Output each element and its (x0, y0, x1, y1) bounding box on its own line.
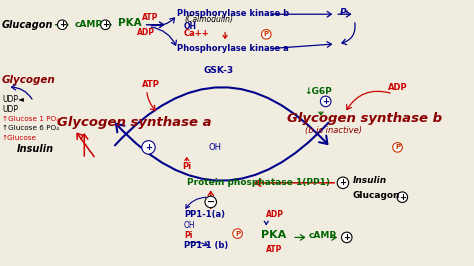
Text: (b is inactive): (b is inactive) (305, 126, 362, 135)
Text: PP1-1 (b): PP1-1 (b) (184, 240, 228, 250)
Text: OH: OH (184, 22, 197, 31)
Text: Pi: Pi (182, 162, 191, 171)
Text: PKA: PKA (261, 231, 286, 240)
Text: ATP: ATP (142, 13, 158, 22)
Text: ADP: ADP (266, 210, 284, 219)
Text: Glucagon: Glucagon (2, 20, 54, 30)
Text: +: + (339, 178, 346, 187)
Circle shape (205, 196, 217, 208)
Circle shape (393, 143, 402, 152)
Text: P: P (395, 144, 400, 150)
Text: UDP: UDP (2, 105, 18, 114)
Text: PP1-1(a): PP1-1(a) (184, 210, 225, 219)
Text: +: + (102, 20, 109, 29)
Text: ↑Glucose 6 PO₄: ↑Glucose 6 PO₄ (2, 125, 59, 131)
Text: +: + (145, 143, 152, 152)
Text: P: P (340, 8, 346, 17)
Text: P: P (235, 231, 240, 236)
Text: P: P (264, 31, 269, 37)
Text: Pi: Pi (184, 231, 192, 240)
Text: Glycogen: Glycogen (2, 75, 55, 85)
Text: +: + (399, 193, 406, 202)
Text: i: i (346, 10, 348, 16)
Circle shape (233, 229, 242, 238)
Text: Insulin: Insulin (353, 176, 387, 185)
Text: Phosphorylase kinase b: Phosphorylase kinase b (177, 9, 289, 18)
Text: ↓G6P: ↓G6P (305, 87, 332, 96)
Circle shape (341, 232, 352, 243)
Text: PKA: PKA (118, 18, 141, 28)
Circle shape (337, 177, 349, 189)
Circle shape (100, 20, 110, 30)
Text: Ca++: Ca++ (184, 29, 210, 38)
Text: Phosphorylase kinase a: Phosphorylase kinase a (177, 44, 289, 53)
Text: Glucagon: Glucagon (353, 191, 400, 200)
Text: −: − (207, 197, 215, 207)
Text: +: + (322, 97, 329, 106)
Circle shape (142, 141, 155, 154)
Text: ADP: ADP (388, 82, 408, 92)
Text: Insulin: Insulin (17, 144, 55, 154)
Text: +: + (59, 20, 66, 29)
Circle shape (320, 96, 331, 107)
Text: ATP: ATP (266, 245, 283, 254)
Text: cAMP: cAMP (309, 231, 337, 240)
Text: ATP: ATP (142, 80, 160, 89)
Circle shape (57, 20, 67, 30)
Text: (Calmodulin): (Calmodulin) (184, 15, 233, 24)
Text: ↑Glucose: ↑Glucose (2, 135, 37, 141)
Text: Glycogen synthase b: Glycogen synthase b (287, 112, 443, 125)
Text: GSK-3: GSK-3 (203, 66, 233, 75)
Circle shape (397, 192, 408, 202)
Text: UDP◄: UDP◄ (2, 95, 24, 104)
Text: ADP: ADP (137, 28, 155, 37)
Text: OH: OH (209, 143, 222, 152)
Text: Protein phosphatase 1(PP1): Protein phosphatase 1(PP1) (187, 178, 330, 187)
Text: cAMP: cAMP (75, 20, 103, 29)
Text: Glycogen synthase a: Glycogen synthase a (57, 116, 212, 129)
Circle shape (262, 30, 271, 39)
Text: OH: OH (184, 221, 196, 230)
Text: ↑Glucose 1 PO₄: ↑Glucose 1 PO₄ (2, 116, 59, 122)
Text: +: + (343, 233, 350, 242)
